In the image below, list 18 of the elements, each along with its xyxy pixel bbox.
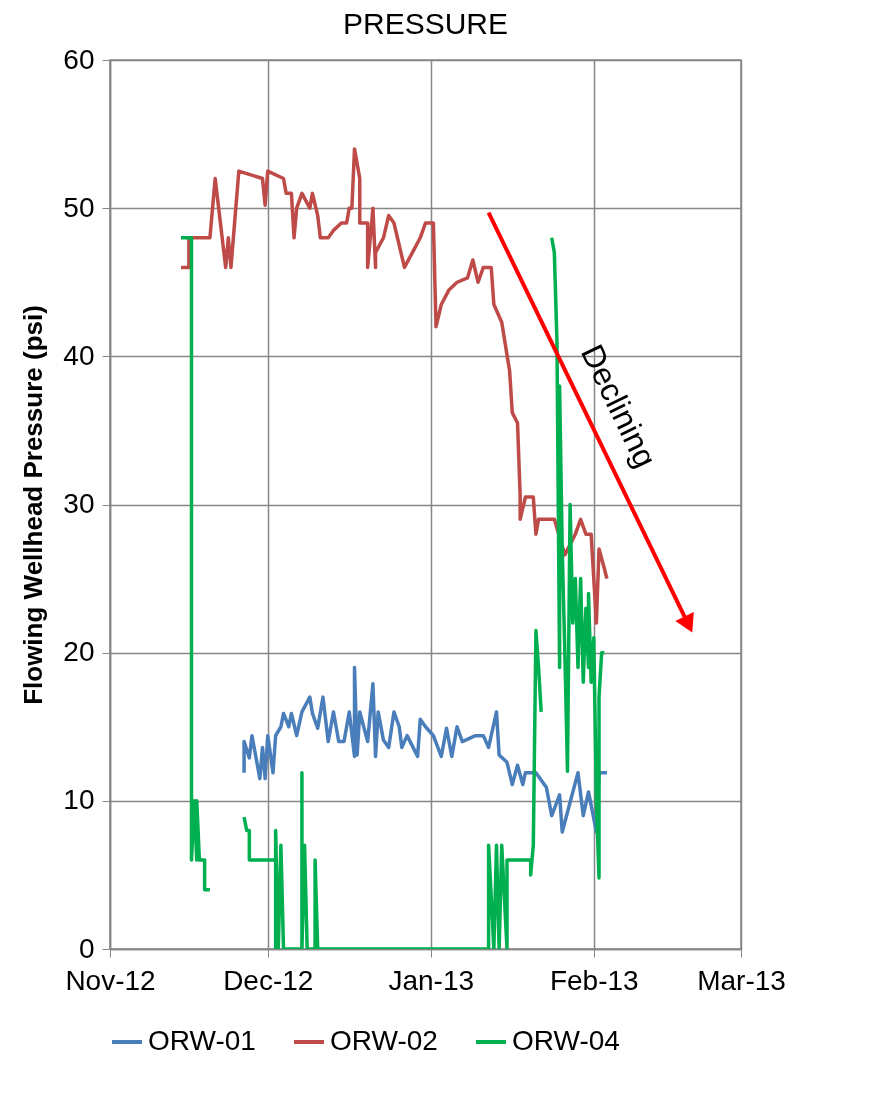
x-tick-label: Feb-13: [549, 964, 639, 996]
y-tick-label: 0: [78, 932, 95, 964]
y-tick-label: 20: [63, 636, 95, 668]
legend-label: ORW-02: [330, 1025, 438, 1056]
y-tick-label: 30: [63, 488, 95, 519]
y-tick-label: 10: [63, 784, 95, 816]
legend-label: ORW-01: [148, 1025, 256, 1056]
y-tick-label: 40: [63, 339, 95, 371]
y-axis-title: Flowing Wellhead Pressure (psi): [18, 305, 49, 705]
x-tick-label: Mar-13: [697, 964, 786, 996]
y-tick-label: 50: [63, 191, 95, 223]
x-tick-label: Dec-12: [223, 964, 314, 996]
chart-title: PRESSURE: [342, 7, 509, 40]
y-tick-label: 60: [63, 43, 95, 75]
line-series: [242, 665, 609, 834]
x-tick-label: Nov-12: [65, 964, 156, 996]
x-tick-label: Jan-13: [388, 964, 475, 996]
legend-label: ORW-04: [512, 1025, 620, 1056]
